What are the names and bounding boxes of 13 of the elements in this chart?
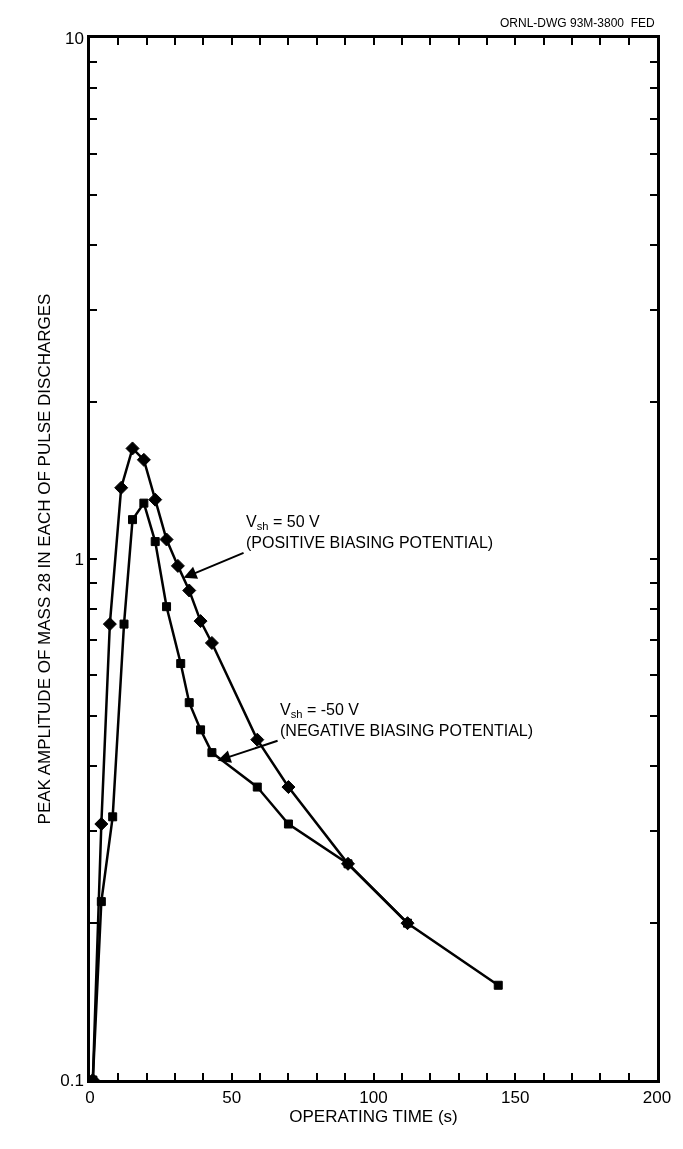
y-tick-label: 0.1	[60, 1070, 84, 1090]
x-tick-label: 150	[501, 1088, 530, 1108]
x-tick-label: 100	[359, 1088, 388, 1108]
x-tick-label: 50	[222, 1088, 242, 1108]
annotation: V$_{sh}$ = -50 V (NEGATIVE BIASING POTENTIAL)	[280, 701, 534, 739]
x-tick-label: 0	[85, 1088, 95, 1108]
x-tick-label: 200	[642, 1088, 672, 1108]
y-tick-label: 1	[74, 549, 84, 569]
y-axis-title: PEAK AMPLITUDE OF MASS 28 IN EACH OF PULSE DISCHARGES	[34, 293, 54, 825]
text: ORNL-DWG 93M-3800 FED	[500, 16, 656, 30]
y-tick-label: 10	[64, 28, 84, 48]
x-axis-title: OPERATING TIME (s)	[289, 1107, 458, 1127]
annotation: V$_{sh}$ = 50 V (POSITIVE BIASING POTENTIAL)	[246, 513, 494, 551]
